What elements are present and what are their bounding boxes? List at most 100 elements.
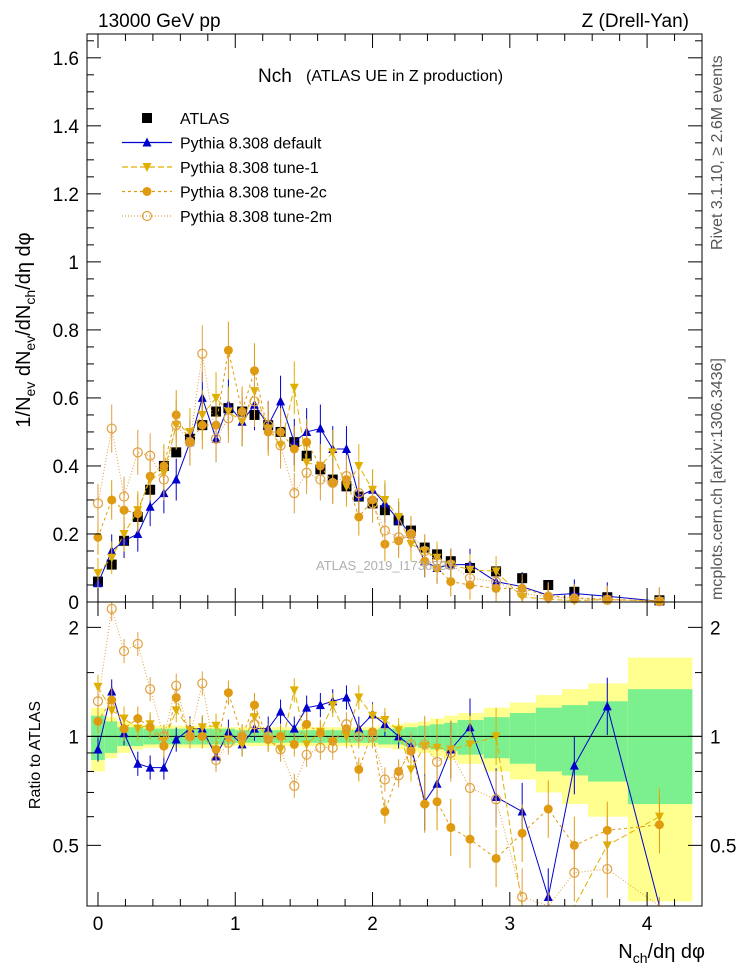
ratio-point xyxy=(106,603,117,614)
data-point xyxy=(301,467,312,478)
data-point xyxy=(92,498,104,509)
ratio-plot-marks xyxy=(92,602,664,907)
ratio-point xyxy=(171,734,181,744)
ratio-point xyxy=(380,807,390,817)
inner-band xyxy=(627,689,693,805)
ratio-series-3 xyxy=(92,602,660,907)
ratio-point xyxy=(118,645,130,657)
ratio-point xyxy=(328,701,338,711)
ratio-point xyxy=(145,762,155,772)
data-point xyxy=(133,528,143,538)
ratio-point xyxy=(223,737,234,748)
data-point xyxy=(93,532,103,542)
ratio-point xyxy=(602,701,612,711)
legend-label: Pythia 8.308 tune-2c xyxy=(180,185,327,202)
ratio-point xyxy=(223,688,233,698)
y-tick-label: 0.4 xyxy=(53,457,80,478)
ratio-point xyxy=(159,762,169,772)
legend-label: Pythia 8.308 default xyxy=(180,136,322,153)
inner-band xyxy=(104,721,118,753)
ratio-point xyxy=(276,706,286,716)
ratio-point xyxy=(517,891,528,903)
x-tick-label: 2 xyxy=(367,914,378,935)
ratio-point xyxy=(341,719,352,730)
ratio-point xyxy=(275,744,286,755)
ratio-point xyxy=(354,764,364,774)
ratio-y-axis-label: Ratio to ATLAS xyxy=(27,701,44,809)
data-point xyxy=(446,577,456,587)
ratio-point xyxy=(393,770,404,781)
inner-band xyxy=(535,707,562,772)
ratio-point xyxy=(302,719,312,729)
ratio-point xyxy=(315,728,325,738)
ratio-point xyxy=(464,782,476,794)
ratio-point xyxy=(210,754,222,766)
header-left: 13000 GeV pp xyxy=(98,11,221,32)
ratio-point xyxy=(394,726,404,736)
ratio-y-tick-label: 1 xyxy=(68,727,79,748)
ratio-point xyxy=(132,638,143,650)
ratio-point xyxy=(119,724,129,734)
ratio-point xyxy=(543,804,553,814)
data-point xyxy=(249,396,260,407)
ratio-point xyxy=(237,731,248,742)
ratio-point xyxy=(569,760,579,770)
data-point xyxy=(394,512,404,522)
legend: ATLAS Pythia 8.308 default Pythia 8.308 tu… xyxy=(122,111,332,226)
ratio-plot-panel: 0.5 0.5 1 1 2 2 0 1 2 3 4 Ratio to ATLAS xyxy=(27,601,736,935)
ratio-point xyxy=(249,700,259,710)
mcplots-label: mcplots.cern.ch [arXiv:1306.3436] xyxy=(709,358,726,600)
main-plot-panel: ATLAS_2019_I1736531 Nch (ATLAS UE in Z p… xyxy=(13,33,703,614)
ratio-y-tick-label-right: 1 xyxy=(710,727,721,748)
data-point xyxy=(328,448,338,458)
data-point xyxy=(380,495,390,505)
ratio-point xyxy=(353,731,364,742)
ratio-point xyxy=(315,742,326,753)
ratio-point xyxy=(341,692,351,702)
data-point xyxy=(393,532,404,543)
inner-band xyxy=(588,701,628,782)
ratio-point xyxy=(197,678,208,689)
data-point xyxy=(543,591,554,602)
main-plot-marks xyxy=(92,321,665,607)
ratio-point xyxy=(171,680,182,691)
ratio-point xyxy=(491,853,501,863)
series-0 xyxy=(92,403,665,606)
data-point xyxy=(171,420,182,431)
data-point xyxy=(289,488,300,499)
y-tick-label: 0.6 xyxy=(53,389,79,410)
data-point xyxy=(419,545,430,557)
data-point xyxy=(569,593,580,604)
header-right: Z (Drell-Yan) xyxy=(582,11,689,32)
data-point xyxy=(341,443,351,453)
data-point xyxy=(315,423,325,433)
legend-marker xyxy=(142,187,152,196)
data-point xyxy=(275,440,286,451)
y-tick-label: 0.8 xyxy=(53,321,79,342)
ratio-point xyxy=(405,739,417,750)
x-tick-label: 0 xyxy=(93,914,104,935)
data-point xyxy=(107,553,117,563)
plot-subtitle: (ATLAS UE in Z production) xyxy=(306,68,503,85)
ratio-point xyxy=(92,696,104,707)
ratio-point xyxy=(289,780,300,791)
y-tick-label: 1.6 xyxy=(53,49,79,70)
ratio-point xyxy=(419,739,430,750)
plot-title: Nch xyxy=(258,66,292,87)
data-point xyxy=(602,594,613,606)
ratio-y-tick-label-right: 2 xyxy=(710,618,721,639)
data-point xyxy=(353,488,364,499)
ratio-point xyxy=(263,731,274,742)
data-point xyxy=(145,501,155,511)
y-tick-label: 1 xyxy=(68,253,79,274)
legend-marker xyxy=(141,210,153,222)
data-point xyxy=(133,509,143,519)
data-point xyxy=(302,437,312,447)
ratio-point xyxy=(491,732,501,742)
ratio-point xyxy=(171,706,181,716)
ratio-point xyxy=(654,820,664,830)
data-point xyxy=(654,596,665,607)
ratio-point xyxy=(569,867,580,878)
ratio-y-tick-label: 0.5 xyxy=(53,836,79,857)
